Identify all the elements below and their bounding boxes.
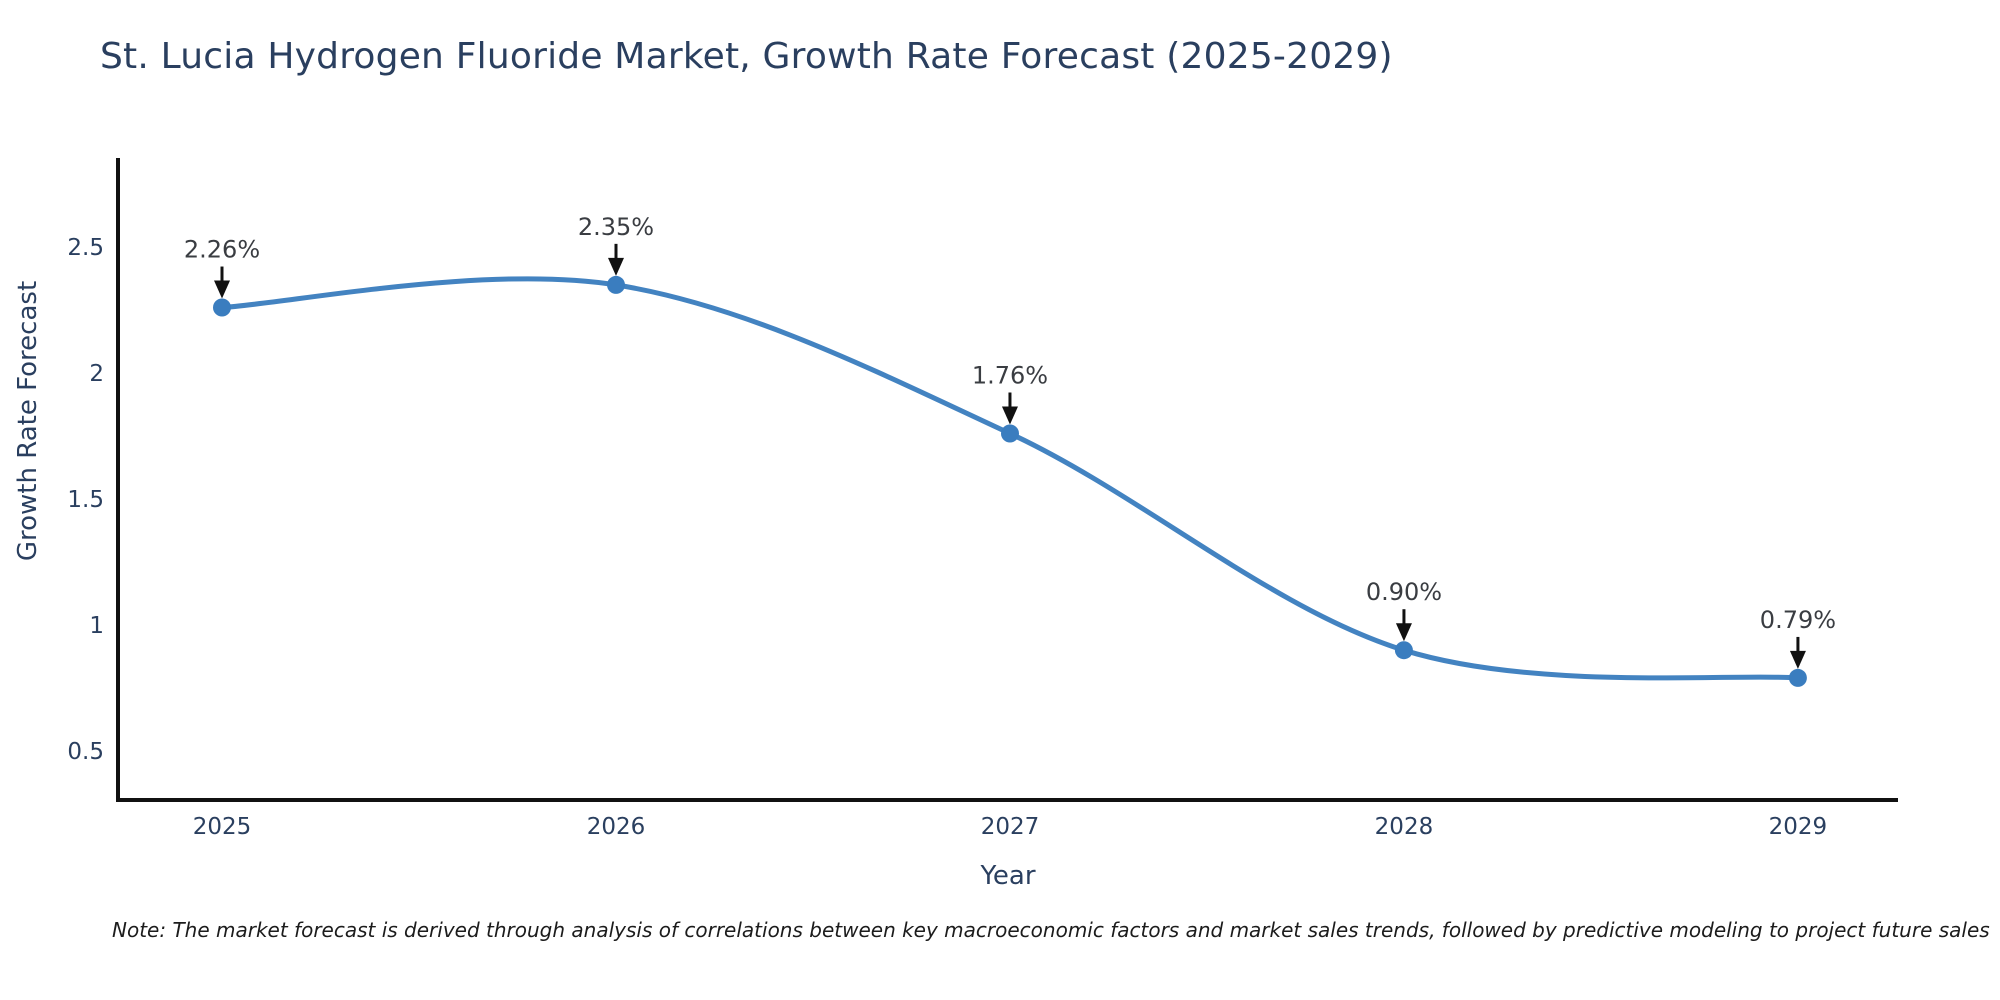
x-tick-label: 2028 [1375,814,1434,840]
data-point-marker[interactable] [1001,424,1019,443]
annotation-label: 2.35% [578,213,654,241]
annotation-label: 0.90% [1366,578,1442,606]
y-axis-title: Growth Rate Forecast [13,281,43,561]
chart-title: St. Lucia Hydrogen Fluoride Market, Grow… [100,36,1393,77]
annotation-arrowhead [1789,650,1806,669]
x-tick-label: 2026 [587,814,646,840]
annotation-label: 0.79% [1760,606,1836,634]
y-tick-label: 2.5 [67,235,104,261]
footnote: Note: The market forecast is derived thr… [112,918,1990,942]
annotation-label: 1.76% [972,362,1048,390]
annotation-arrowhead [1395,623,1412,642]
y-tick-label: 1.5 [67,487,104,513]
x-tick-label: 2027 [981,814,1040,840]
x-axis-title: Year [979,861,1035,891]
data-point-marker[interactable] [1394,641,1413,660]
y-tick-label: 0.5 [67,739,104,765]
data-point-marker[interactable] [1788,668,1807,687]
forecast-line [219,276,1801,681]
y-tick-label: 1 [89,613,104,639]
data-point-marker[interactable] [607,275,625,294]
data-point-marker[interactable] [213,298,231,317]
annotation-label: 2.26% [184,236,260,264]
annotation-arrowhead [214,280,231,299]
x-tick-label: 2029 [1769,814,1828,840]
annotation-arrowhead [607,257,624,276]
x-tick-label: 2025 [193,814,252,840]
y-tick-label: 2 [89,361,104,387]
annotation-arrowhead [1001,406,1018,425]
